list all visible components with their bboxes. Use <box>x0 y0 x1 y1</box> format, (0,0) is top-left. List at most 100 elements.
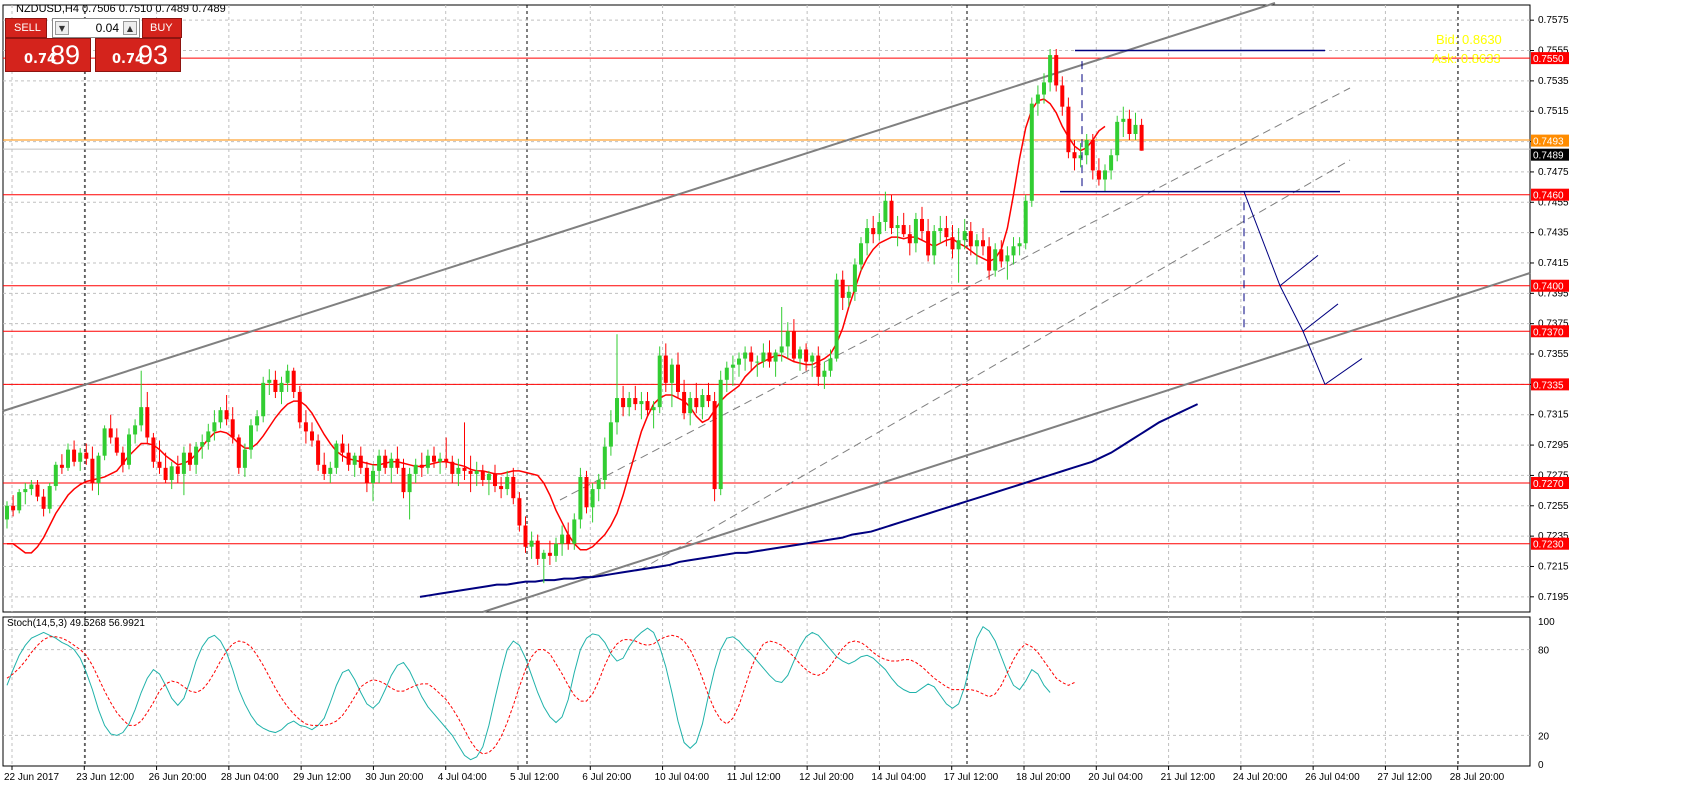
candle-body <box>29 484 34 490</box>
time-tick-label: 27 Jul 12:00 <box>1377 772 1432 783</box>
candle-body <box>883 200 888 223</box>
candle-body <box>560 534 565 544</box>
candle-body <box>236 437 241 468</box>
trend-channel[interactable] <box>2 2 1531 613</box>
candle-body <box>1017 243 1022 247</box>
lot-size-field[interactable]: ▼ 0.04 ▲ <box>52 18 140 38</box>
candle-body <box>84 452 89 459</box>
candle-body <box>767 352 772 362</box>
candle-body <box>279 382 284 392</box>
candle-body <box>456 467 461 474</box>
candle-body <box>249 425 253 450</box>
candle-body <box>554 543 558 556</box>
projection-drawing[interactable] <box>1060 49 1363 385</box>
time-tick-label: 24 Jul 20:00 <box>1233 772 1288 783</box>
candle-body <box>529 540 534 547</box>
candle-body <box>602 446 607 480</box>
candle-body <box>273 379 278 392</box>
buy-price-button[interactable]: 0.74 93 <box>95 38 181 72</box>
candle-body <box>938 228 943 232</box>
price-label-box <box>1531 378 1569 391</box>
sell-price-button[interactable]: 0.74 89 <box>5 38 91 72</box>
candle-body <box>486 473 491 480</box>
candle-body <box>78 452 83 462</box>
support-resistance-levels[interactable] <box>3 57 1530 545</box>
candle-body <box>352 455 357 465</box>
price-tick-label: 0.7415 <box>1538 258 1569 269</box>
candle-body <box>383 455 388 468</box>
stochastic-signal-line <box>6 634 1075 755</box>
candle-body <box>932 231 937 256</box>
candle-body <box>688 398 693 414</box>
price-label-text: 0.7493 <box>1533 137 1564 148</box>
buy-button[interactable]: BUY <box>142 18 182 38</box>
candle-body <box>334 443 339 468</box>
candle-body <box>114 437 119 453</box>
decrease-lot-button[interactable]: ▼ <box>55 21 69 35</box>
candle-body <box>242 449 247 468</box>
candle-body <box>17 492 22 511</box>
candle-body <box>364 467 369 484</box>
price-tick-label: 0.7575 <box>1538 15 1569 26</box>
price-tick-label: 0.7275 <box>1538 470 1569 481</box>
candle-body <box>920 218 924 232</box>
candle-body <box>407 473 412 493</box>
candle-body <box>96 455 101 484</box>
time-tick-label: 4 Jul 04:00 <box>438 772 487 783</box>
time-tick-label: 17 Jul 12:00 <box>944 772 999 783</box>
candle-body <box>608 422 613 447</box>
candle-body <box>23 489 28 493</box>
candle-body <box>297 391 302 423</box>
candle-body <box>987 246 992 271</box>
price-tick-label: 0.7315 <box>1538 410 1569 421</box>
price-tick-label: 0.7355 <box>1538 349 1569 360</box>
chart-grid <box>2 4 1531 767</box>
candle-body <box>47 486 52 509</box>
stochastic-label: Stoch(14,5,3) 49.5268 56.9921 <box>7 618 145 629</box>
channel-lower-line <box>482 272 1531 613</box>
candle-body <box>578 476 583 520</box>
candle-body <box>950 237 955 250</box>
candle-body <box>804 349 809 362</box>
candle-body <box>822 370 827 377</box>
candle-body <box>724 367 729 380</box>
slow-moving-average <box>419 403 1199 598</box>
chart-title: NZDUSD,H4 0.7506 0.7510 0.7489 0.7489 <box>16 3 226 15</box>
buy-price-prefix: 0.74 <box>112 52 145 67</box>
candle-body <box>377 455 382 471</box>
price-tick-label: 0.7195 <box>1538 592 1569 603</box>
price-tick-label: 0.7555 <box>1538 46 1569 57</box>
price-label-box <box>1531 52 1569 65</box>
candle-body <box>871 228 876 235</box>
price-label-text: 0.7335 <box>1533 380 1564 391</box>
candle-body <box>1139 124 1144 151</box>
sell-button[interactable]: SELL <box>5 18 47 38</box>
candle-body <box>181 452 186 474</box>
lot-size-value: 0.04 <box>95 21 119 35</box>
candle-body <box>694 398 699 408</box>
time-tick-label: 14 Jul 04:00 <box>871 772 926 783</box>
candle-body <box>389 458 394 468</box>
candle-body <box>1042 82 1046 95</box>
price-label-box <box>1531 325 1569 338</box>
candle-body <box>749 352 754 362</box>
candle-body <box>706 394 711 402</box>
candle-body <box>761 352 766 362</box>
increase-lot-button[interactable]: ▲ <box>123 21 137 35</box>
sell-price-main: 89 <box>50 40 81 70</box>
time-tick-label: 28 Jul 20:00 <box>1450 772 1505 783</box>
candle-body <box>889 200 894 229</box>
candle-body <box>968 231 973 247</box>
candle-body <box>737 358 741 365</box>
candle-body <box>651 407 656 411</box>
ask-readout: Ask: 0.8633 <box>1432 51 1501 66</box>
candle-body <box>1023 200 1028 244</box>
candle-body <box>493 473 497 487</box>
candle-body <box>865 228 870 244</box>
candle-body <box>285 370 290 383</box>
candle-body <box>1109 155 1114 171</box>
candle-body <box>175 466 180 474</box>
time-tick-label: 20 Jul 04:00 <box>1088 772 1143 783</box>
candle-body <box>999 249 1004 262</box>
